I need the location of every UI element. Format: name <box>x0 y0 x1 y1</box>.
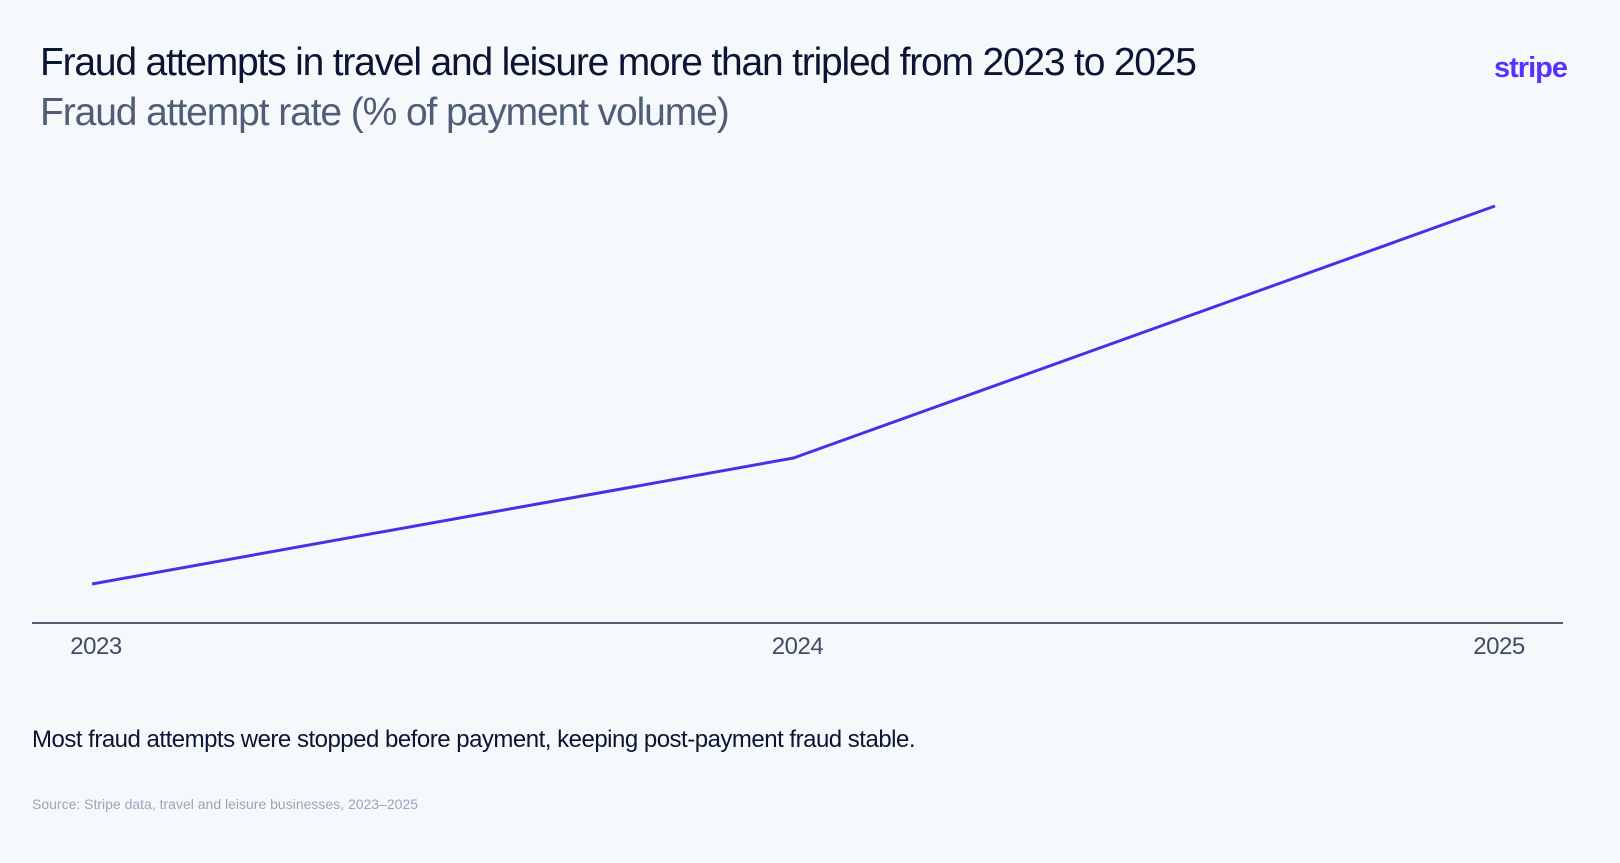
x-tick-label-2023: 2023 <box>70 633 122 660</box>
series-line <box>91 204 1496 586</box>
stripe-logo: stripe <box>1494 52 1568 84</box>
source-note: Source: Stripe data, travel and leisure … <box>32 796 419 812</box>
x-tick-label-2025: 2025 <box>1473 633 1525 660</box>
series-layer <box>91 204 1496 586</box>
chart-note: Most fraud attempts were stopped before … <box>32 726 916 753</box>
x-tick-label-2024: 2024 <box>772 633 824 660</box>
line-chart: 2023 2024 2025 <box>32 204 1563 660</box>
x-tick-labels: 2023 2024 2025 <box>70 633 1525 660</box>
chart-subtitle: Fraud attempt rate (% of payment volume) <box>40 91 730 134</box>
chart-title: Fraud attempts in travel and leisure mor… <box>40 41 1197 84</box>
